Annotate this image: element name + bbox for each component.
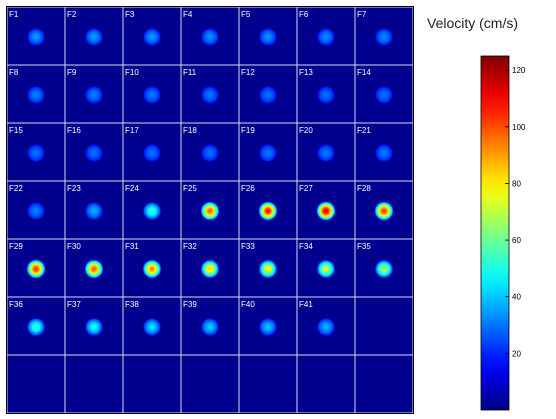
frame-label: F26	[241, 184, 255, 193]
frame-f4-velocity-spot	[201, 28, 219, 46]
frame-label: F31	[125, 242, 139, 251]
frame-f8-velocity-spot	[27, 86, 45, 104]
frame-label: F20	[299, 126, 313, 135]
frame-f16-velocity-spot	[85, 144, 103, 162]
frame-f29-velocity-spot	[26, 259, 46, 279]
frame-f30-velocity-spot	[84, 259, 104, 279]
frame-f37-velocity-spot	[84, 317, 104, 337]
frame-f41-velocity-spot	[317, 318, 335, 336]
colorbar-tick-label: 20	[512, 349, 521, 358]
frame-label: F22	[9, 184, 23, 193]
frame-f21-velocity-spot	[375, 144, 393, 162]
frame-label: F17	[125, 126, 139, 135]
frame-f14-velocity-spot	[375, 86, 393, 104]
frame-f28-velocity-spot	[374, 201, 394, 221]
frame-f35-velocity-spot	[374, 259, 394, 279]
frame-f7-velocity-spot	[375, 28, 393, 46]
colorbar-ramp	[480, 55, 510, 411]
frame-f2-velocity-spot	[85, 28, 103, 46]
frame-label: F18	[183, 126, 197, 135]
colorbar-tick-label: 60	[512, 236, 521, 245]
frame-montage: F1 F2 F3 F4 F5 F6 F7 F8 F9 F10 F11 F12 F13 F14 F15 F16 F…	[6, 6, 414, 414]
frame-label: F16	[67, 126, 81, 135]
frame-label: F7	[357, 10, 367, 19]
montage-grid-lines	[6, 6, 414, 414]
frame-label: F24	[125, 184, 139, 193]
frame-f13-velocity-spot	[317, 86, 335, 104]
frame-label: F32	[183, 242, 197, 251]
frame-f10-velocity-spot	[143, 86, 161, 104]
frame-f23-velocity-spot	[85, 202, 103, 220]
colorbar-title: Velocity (cm/s)	[427, 15, 519, 31]
frame-label: F36	[9, 300, 23, 309]
frame-f17-velocity-spot	[143, 144, 161, 162]
frame-label: F34	[299, 242, 313, 251]
colorbar-tick-label: 80	[512, 179, 521, 188]
frame-f24-velocity-spot	[142, 201, 162, 221]
frame-f9-velocity-spot	[85, 86, 103, 104]
frame-f15-velocity-spot	[27, 144, 45, 162]
frame-label: F3	[125, 10, 135, 19]
colorbar-tick-label: 100	[512, 123, 526, 132]
frame-label: F15	[9, 126, 23, 135]
frame-label: F25	[183, 184, 197, 193]
frame-f33-velocity-spot	[258, 259, 278, 279]
frame-label: F29	[9, 242, 23, 251]
frame-f12-velocity-spot	[259, 86, 277, 104]
frame-f38-velocity-spot	[143, 318, 161, 336]
frame-label: F30	[67, 242, 81, 251]
frame-label: F10	[125, 68, 139, 77]
frame-label: F12	[241, 68, 255, 77]
frame-f11-velocity-spot	[201, 86, 219, 104]
frame-label: F13	[299, 68, 313, 77]
frame-label: F27	[299, 184, 313, 193]
frame-f27-velocity-spot	[316, 201, 336, 221]
frame-label: F39	[183, 300, 197, 309]
frame-f36-velocity-spot	[26, 317, 46, 337]
frame-f20-velocity-spot	[317, 144, 335, 162]
frame-label: F33	[241, 242, 255, 251]
frame-f6-velocity-spot	[317, 28, 335, 46]
montage-border	[6, 6, 414, 414]
frame-f18-velocity-spot	[201, 144, 219, 162]
frame-f1-velocity-spot	[27, 28, 45, 46]
frame-f31-velocity-spot	[142, 259, 162, 279]
frame-f19-velocity-spot	[259, 144, 277, 162]
colorbar-tick-label: 40	[512, 293, 521, 302]
frame-label: F28	[357, 184, 371, 193]
frame-label: F37	[67, 300, 81, 309]
frame-f5-velocity-spot	[259, 28, 277, 46]
frame-label: F41	[299, 300, 313, 309]
frame-label: F19	[241, 126, 255, 135]
frame-f22-velocity-spot	[27, 202, 45, 220]
frame-label: F40	[241, 300, 255, 309]
frame-label: F11	[183, 68, 197, 77]
frame-label: F8	[9, 68, 19, 77]
frame-label: F38	[125, 300, 139, 309]
frame-label: F1	[9, 10, 19, 19]
frame-f26-velocity-spot	[258, 201, 278, 221]
frame-f40-velocity-spot	[259, 318, 277, 336]
frame-f25-velocity-spot	[200, 201, 220, 221]
frame-label: F23	[67, 184, 81, 193]
frame-label: F4	[183, 10, 193, 19]
frame-f32-velocity-spot	[200, 259, 220, 279]
frame-label: F9	[67, 68, 77, 77]
frame-label: F14	[357, 68, 371, 77]
frame-label: F6	[299, 10, 309, 19]
frame-label: F2	[67, 10, 77, 19]
frame-f3-velocity-spot	[143, 28, 161, 46]
frame-label: F21	[357, 126, 371, 135]
colorbar-tick-label: 120	[512, 66, 526, 75]
frame-label: F5	[241, 10, 251, 19]
frame-label: F35	[357, 242, 371, 251]
frame-f34-velocity-spot	[316, 259, 336, 279]
frame-f39-velocity-spot	[201, 318, 219, 336]
